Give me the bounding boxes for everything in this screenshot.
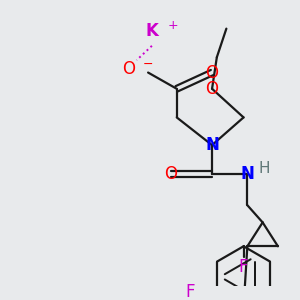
Text: F: F — [186, 283, 195, 300]
Text: H: H — [259, 161, 270, 176]
Text: O: O — [122, 60, 136, 78]
Text: O: O — [206, 64, 218, 82]
Text: F: F — [239, 258, 248, 276]
Text: K: K — [146, 22, 158, 40]
Text: +: + — [168, 19, 178, 32]
Text: N: N — [240, 165, 254, 183]
Text: O: O — [164, 165, 178, 183]
Text: N: N — [205, 136, 219, 154]
Text: O: O — [206, 80, 218, 98]
Text: −: − — [143, 58, 153, 70]
